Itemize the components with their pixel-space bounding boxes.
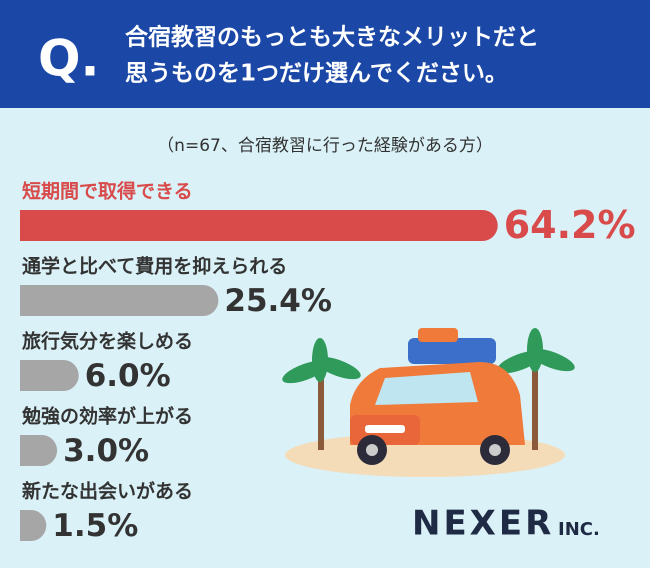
category-label: 勉強の効率が上がる <box>21 405 193 428</box>
category-label: 短期間で取得できる <box>22 180 193 203</box>
illustration <box>282 328 575 477</box>
bar <box>20 210 498 241</box>
bar <box>20 285 219 316</box>
category-label: 通学と比べて費用を抑えられる <box>22 255 287 278</box>
logo-suffix: INC. <box>558 519 600 540</box>
bar <box>20 510 47 541</box>
value-label: 1.5% <box>52 508 138 544</box>
bar <box>20 360 79 391</box>
category-label: 旅行気分を楽しめる <box>22 330 193 353</box>
question-line: 合宿教習のもっとも大きなメリットだと <box>125 24 539 51</box>
subtitle: （n=67、合宿教習に行った経験がある方） <box>157 136 493 156</box>
question-line: 思うものを1つだけ選んでください。 <box>125 61 508 87</box>
q-mark: Q. <box>38 30 100 88</box>
value-label: 3.0% <box>63 433 149 469</box>
value-label: 64.2% <box>504 203 636 247</box>
category-label: 新たな出会いがある <box>22 480 193 503</box>
bar <box>19 435 58 466</box>
value-label: 25.4% <box>224 283 332 319</box>
header-band <box>0 0 650 108</box>
value-label: 6.0% <box>85 358 171 394</box>
logo-name: NEXER <box>412 504 554 544</box>
